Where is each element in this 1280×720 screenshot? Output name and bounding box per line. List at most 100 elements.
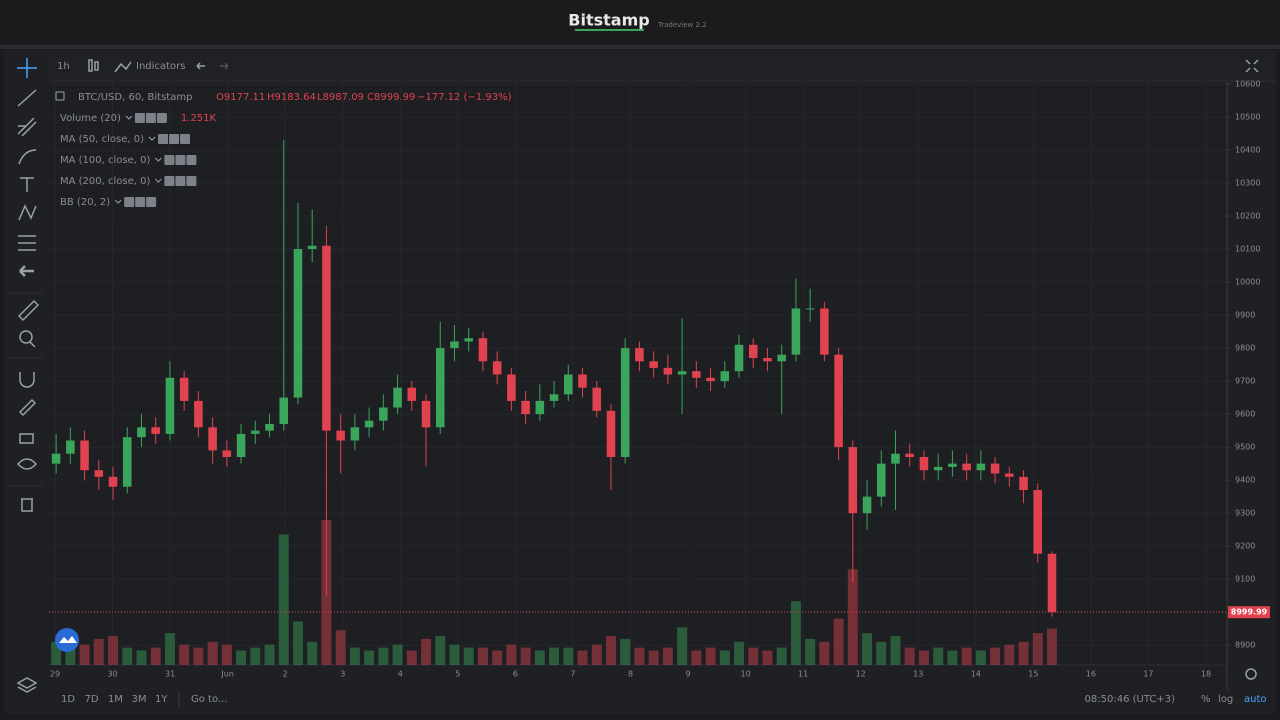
log-toggle[interactable]: log <box>1218 694 1233 705</box>
redo-button[interactable] <box>220 62 229 70</box>
candle-body <box>151 427 160 434</box>
bottom-toolbar <box>49 690 1276 714</box>
x-tick-label: 10 <box>741 670 751 679</box>
fullscreen-button[interactable] <box>1245 59 1259 73</box>
study-action[interactable] <box>134 113 145 123</box>
percent-toggle[interactable]: % <box>1201 694 1211 705</box>
study-action[interactable] <box>146 197 157 207</box>
study-action[interactable] <box>186 155 197 165</box>
undo-button[interactable] <box>196 62 205 70</box>
candle-body <box>165 377 175 434</box>
brush-tool[interactable] <box>18 149 37 165</box>
symbol-label[interactable]: BTC/USD, 60, Bitstamp <box>78 92 192 103</box>
volume-bar <box>904 647 915 665</box>
settings-button[interactable] <box>1245 668 1257 680</box>
study-name[interactable]: BB (20, 2) <box>60 197 110 208</box>
candle-body <box>820 308 829 355</box>
range-button[interactable]: 1Y <box>155 694 168 705</box>
study-name[interactable]: MA (200, close, 0) <box>60 176 150 187</box>
candle-body <box>137 427 146 438</box>
study-name[interactable]: MA (100, close, 0) <box>60 155 150 166</box>
last-price-label: 8999.99 <box>1231 608 1268 617</box>
x-tick-label: 2 <box>283 670 288 679</box>
study-action[interactable] <box>164 155 175 165</box>
volume-bar <box>122 647 133 665</box>
study-menu <box>155 157 162 162</box>
candle-body <box>606 410 616 458</box>
volume-bar <box>79 644 90 665</box>
candle-body <box>94 470 104 477</box>
clock: 08:50:46 (UTC+3) <box>1085 694 1176 705</box>
interval-button[interactable]: 1h <box>57 61 70 72</box>
candle-body <box>962 463 971 471</box>
study-name[interactable]: MA (50, close, 0) <box>60 134 144 145</box>
auto-toggle[interactable]: auto <box>1244 694 1267 705</box>
change-value: −177.12 (−1.93%) <box>417 92 512 103</box>
back-tool[interactable] <box>19 265 34 277</box>
candle-body <box>435 348 445 428</box>
volume-bar <box>1018 641 1029 665</box>
volume-bar <box>278 534 289 665</box>
delete-tool[interactable] <box>21 498 33 512</box>
text-tool[interactable] <box>20 177 34 192</box>
lock-tool[interactable] <box>19 433 34 444</box>
zoom-tool[interactable] <box>19 330 33 344</box>
magnet-tool[interactable] <box>19 372 35 388</box>
brand-title[interactable]: Bitstamp <box>568 11 649 30</box>
volume-bar <box>961 647 972 665</box>
range-button[interactable]: 1D <box>61 694 75 705</box>
y-tick-label: 9100 <box>1235 575 1255 584</box>
study-action[interactable] <box>145 113 156 123</box>
x-tick-label: 3 <box>340 670 345 679</box>
collapse-legend[interactable] <box>55 91 65 101</box>
range-button[interactable]: 7D <box>85 694 99 705</box>
measure-tool[interactable] <box>17 299 40 322</box>
volume-bar <box>108 636 119 665</box>
candle-body <box>108 476 118 487</box>
volume-bar <box>250 647 261 665</box>
candle-type-icon[interactable] <box>88 59 93 72</box>
y-tick-label: 8900 <box>1235 641 1255 650</box>
indicators-button[interactable]: Indicators <box>136 61 185 72</box>
study-action[interactable] <box>175 155 186 165</box>
lock-drawing-tool[interactable] <box>18 398 37 417</box>
study-action[interactable] <box>124 197 135 207</box>
x-tick-label: 9 <box>686 670 691 679</box>
volume-bar <box>349 647 360 665</box>
study-action[interactable] <box>186 176 197 186</box>
y-tick-label: 10600 <box>1235 79 1260 88</box>
range-button[interactable]: 1M <box>108 694 123 705</box>
y-tick-label: 10400 <box>1235 146 1260 155</box>
study-action[interactable] <box>180 134 191 144</box>
study-action[interactable] <box>169 134 180 144</box>
volume-bar <box>421 638 431 665</box>
study-action[interactable] <box>164 176 175 186</box>
volume-bar <box>292 621 303 665</box>
study-action[interactable] <box>135 197 146 207</box>
line-tool[interactable] <box>17 89 37 107</box>
x-tick-label: 6 <box>513 670 518 679</box>
y-tick-label: 10000 <box>1235 278 1260 287</box>
range-button[interactable]: 3M <box>132 694 147 705</box>
fib-tool[interactable] <box>17 117 37 137</box>
candle-body <box>891 453 900 464</box>
candle-body <box>578 374 587 388</box>
volume-bar <box>748 647 759 665</box>
candle-body <box>51 453 61 464</box>
prediction-tool[interactable] <box>18 235 36 251</box>
y-tick-label: 10100 <box>1235 245 1260 254</box>
logo-mark <box>59 636 77 643</box>
study-action[interactable] <box>156 113 167 123</box>
visibility-tool[interactable] <box>16 458 38 470</box>
goto-button[interactable]: Go to... <box>191 694 227 705</box>
study-action[interactable] <box>175 176 186 186</box>
candle-body <box>279 397 289 425</box>
candle-body <box>905 453 914 458</box>
layers-button[interactable] <box>16 677 38 693</box>
candle-body <box>492 361 502 375</box>
crosshair-tool[interactable] <box>17 58 37 78</box>
pattern-tool[interactable] <box>18 204 37 221</box>
study-name[interactable]: Volume (20) <box>60 113 121 124</box>
x-tick-label: 18 <box>1201 670 1211 679</box>
study-action[interactable] <box>158 134 169 144</box>
